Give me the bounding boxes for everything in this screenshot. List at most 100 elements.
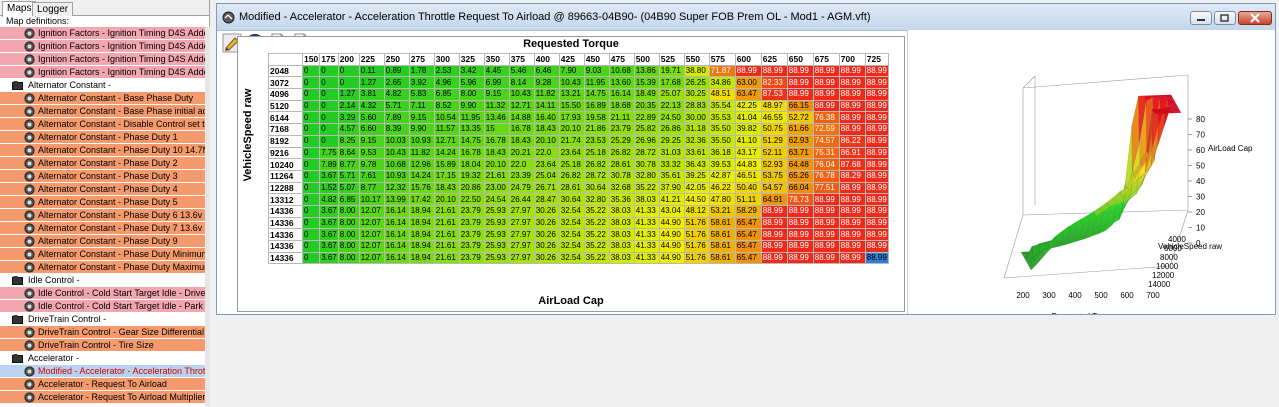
table-cell[interactable]: 88.99 — [812, 99, 840, 113]
table-cell[interactable]: 16.40 — [533, 111, 560, 125]
table-cell[interactable]: 1.27 — [358, 76, 385, 90]
table-cell[interactable]: 65.47 — [734, 216, 762, 230]
table-cell[interactable]: 30.26 — [533, 216, 560, 230]
column-header[interactable]: 400 — [533, 53, 560, 66]
tree-item[interactable]: Ignition Factors - Ignition Timing D4S A… — [0, 66, 205, 79]
table-cell[interactable]: 23.64 — [533, 158, 560, 171]
table-cell[interactable]: 31.03 — [658, 146, 685, 160]
table-cell[interactable]: 10.03 — [383, 134, 410, 148]
table-cell[interactable]: 19.32 — [458, 169, 485, 183]
table-cell[interactable]: 28.47 — [533, 193, 560, 206]
table-cell[interactable]: 0 — [301, 146, 321, 160]
table-cell[interactable]: 27.97 — [508, 240, 535, 253]
table-cell[interactable]: 88.99 — [786, 76, 814, 90]
table-cell[interactable]: 18.49 — [633, 88, 660, 101]
table-cell[interactable]: 86.22 — [838, 134, 866, 148]
table-cell[interactable]: 16.14 — [383, 216, 410, 230]
table-cell[interactable]: 87.53 — [760, 88, 788, 101]
table-cell[interactable]: 88.99 — [864, 146, 889, 160]
table-cell[interactable]: 47.80 — [708, 193, 736, 206]
table-cell[interactable]: 28.72 — [583, 169, 610, 183]
table-cell[interactable]: 13.60 — [608, 76, 635, 90]
table-cell[interactable]: 86.91 — [838, 146, 866, 160]
table-cell[interactable]: 2.14 — [337, 99, 360, 113]
table-cell[interactable]: 30.64 — [558, 193, 585, 206]
table-cell[interactable]: 44.90 — [658, 228, 685, 241]
row-header[interactable]: 14336 — [268, 216, 303, 230]
table-cell[interactable]: 4.32 — [358, 99, 385, 113]
table-cell[interactable]: 7.11 — [408, 99, 435, 113]
table-cell[interactable]: 88.99 — [786, 204, 814, 218]
table-cell[interactable]: 9.03 — [583, 64, 610, 78]
table-cell[interactable]: 88.99 — [786, 216, 814, 230]
table-cell[interactable]: 20.10 — [558, 123, 585, 136]
table-cell[interactable]: 88.99 — [812, 240, 840, 253]
table-cell[interactable]: 33.61 — [683, 146, 710, 160]
tree-item[interactable]: Alternator Constant - Disable Control se… — [0, 118, 205, 131]
table-cell[interactable]: 35.50 — [708, 123, 736, 136]
table-cell[interactable]: 18.04 — [458, 158, 485, 171]
table-cell[interactable]: 88.99 — [864, 76, 889, 90]
table-cell[interactable]: 63.71 — [786, 146, 814, 160]
table-cell[interactable]: 16.14 — [608, 88, 635, 101]
table-cell[interactable]: 8.64 — [337, 146, 360, 160]
table-cell[interactable]: 88.29 — [838, 169, 866, 183]
table-cell[interactable]: 34.86 — [708, 76, 736, 90]
table-cell[interactable]: 52.93 — [760, 158, 788, 171]
table-cell[interactable]: 38.03 — [633, 193, 660, 206]
table-cell[interactable]: 9.90 — [408, 123, 435, 136]
table-cell[interactable]: 28.72 — [633, 146, 660, 160]
table-cell[interactable]: 88.99 — [864, 169, 889, 183]
map-tree[interactable]: Ignition Factors - Ignition Timing D4S A… — [0, 27, 205, 404]
table-cell[interactable]: 8.39 — [383, 123, 410, 136]
table-cell[interactable]: 18.94 — [408, 204, 435, 218]
table-cell[interactable]: 41.33 — [633, 228, 660, 241]
table-cell[interactable]: 23.64 — [558, 146, 585, 160]
table-cell[interactable]: 18.43 — [433, 181, 460, 195]
table-cell[interactable]: 22.0 — [508, 158, 535, 171]
table-cell[interactable]: 48.51 — [708, 88, 736, 101]
table-cell[interactable]: 7.89 — [383, 111, 410, 125]
table-cell[interactable]: 63.47 — [734, 88, 762, 101]
column-header[interactable]: 500 — [633, 53, 660, 66]
table-cell[interactable]: 13.99 — [383, 193, 410, 206]
column-header[interactable]: 225 — [358, 53, 385, 66]
table-cell[interactable]: 15.76 — [408, 181, 435, 195]
table-cell[interactable]: 88.99 — [838, 111, 866, 125]
table-cell[interactable]: 0 — [301, 134, 321, 148]
row-header[interactable]: 5120 — [268, 99, 303, 113]
table-cell[interactable]: 46.22 — [708, 181, 736, 195]
table-cell[interactable]: 52.72 — [786, 111, 814, 125]
table-cell[interactable]: 5.60 — [358, 111, 385, 125]
table-cell[interactable]: 22.89 — [633, 111, 660, 125]
table-cell[interactable]: 4.96 — [433, 76, 460, 90]
table-cell[interactable]: 17.15 — [433, 169, 460, 183]
table-cell[interactable]: 61.66 — [786, 123, 814, 136]
table-cell[interactable]: 0 — [319, 111, 339, 125]
tree-item[interactable]: Alternator Constant - Phase Duty 2 — [0, 157, 205, 170]
table-cell[interactable]: 88.99 — [864, 158, 889, 171]
table-cell[interactable]: 3.81 — [358, 88, 385, 101]
table-cell[interactable]: 7.89 — [319, 158, 339, 171]
row-header[interactable]: 11264 — [268, 169, 303, 183]
table-cell[interactable]: 12.32 — [383, 181, 410, 195]
table-cell[interactable]: 35.22 — [583, 240, 610, 253]
table-cell[interactable]: 23.00 — [483, 181, 510, 195]
table-cell[interactable]: 88.99 — [760, 240, 788, 253]
table-cell[interactable]: 65.47 — [734, 240, 762, 253]
table-cell[interactable]: 38.03 — [608, 216, 635, 230]
table-cell[interactable]: 18.94 — [408, 240, 435, 253]
table-cell[interactable]: 3.92 — [408, 76, 435, 90]
table-cell[interactable]: 20.10 — [433, 193, 460, 206]
table-cell[interactable]: 0 — [337, 76, 360, 90]
table-cell[interactable]: 48.97 — [760, 99, 788, 113]
table-cell[interactable]: 2.65 — [383, 76, 410, 90]
table-cell[interactable]: 0.11 — [358, 64, 385, 78]
column-header[interactable]: 550 — [683, 53, 710, 66]
table-cell[interactable]: 82.33 — [760, 76, 788, 90]
table-cell[interactable]: 71.87 — [708, 64, 736, 78]
table-cell[interactable]: 41.04 — [734, 111, 762, 125]
table-cell[interactable]: 88.99 — [838, 123, 866, 136]
table-cell[interactable]: 16.14 — [383, 240, 410, 253]
table-cell[interactable]: 48.12 — [683, 204, 710, 218]
